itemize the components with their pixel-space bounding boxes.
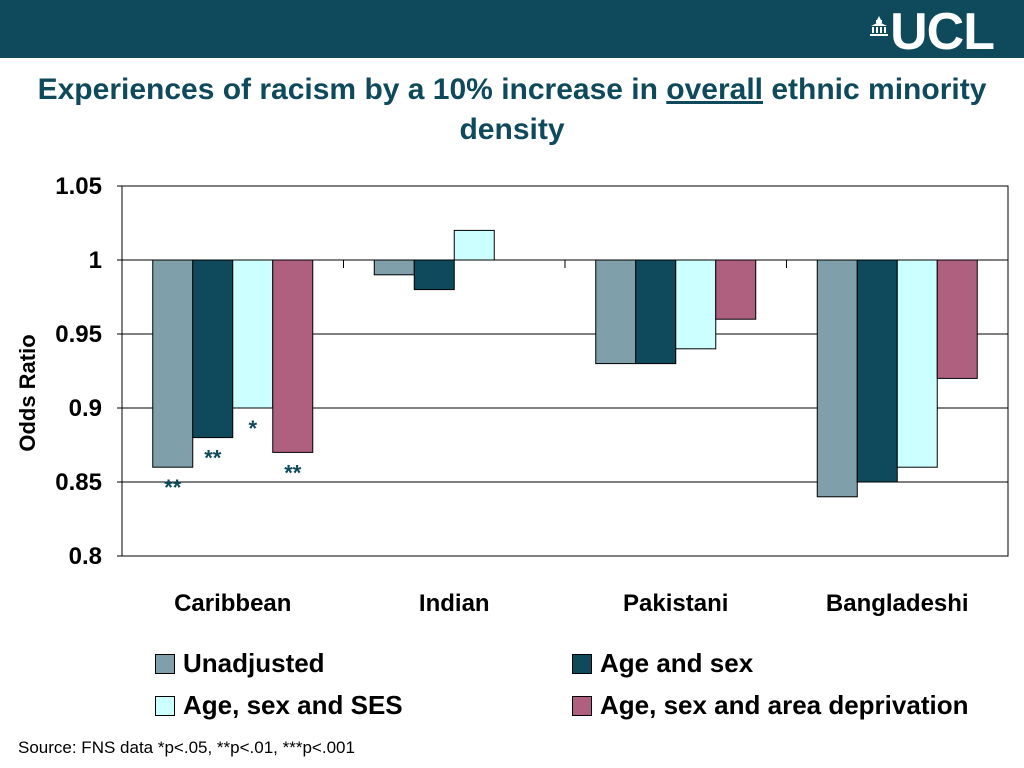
bar [272, 259, 314, 453]
bar [896, 259, 938, 468]
y-tick-label: 0.95 [55, 321, 102, 348]
x-tick-label: Caribbean [174, 590, 291, 617]
legend-swatch [155, 695, 175, 716]
ucl-logo: UCL [870, 3, 995, 61]
legend-swatch [155, 653, 175, 674]
legend-item-age-sex-ses: Age, sex and SES [155, 690, 403, 721]
x-tick-label: Pakistani [623, 590, 728, 617]
title-part-1: Experiences of racism by a 10% increase … [37, 73, 667, 106]
logo-text: UCL [890, 3, 995, 61]
y-tick-label: 1.05 [55, 173, 102, 200]
bar [232, 259, 274, 409]
legend-label: Unadjusted [183, 648, 325, 678]
y-tick-label: 0.8 [69, 543, 102, 570]
bar [595, 259, 637, 365]
legend-label: Age, sex and SES [183, 690, 403, 720]
bar [192, 259, 234, 439]
bar [675, 259, 717, 350]
bar [635, 259, 677, 365]
significance-label: ** [204, 446, 222, 471]
significance-label: ** [164, 475, 182, 500]
bar [152, 259, 194, 468]
source-note: Source: FNS data *p<.05, **p<.01, ***p<.… [18, 738, 355, 757]
significance-label: ** [284, 460, 302, 485]
bar [413, 259, 455, 291]
header-bar [0, 0, 1024, 58]
y-tick-label: 1 [89, 247, 102, 274]
bar [816, 259, 858, 498]
title-underlined: overall [666, 73, 764, 106]
bar [715, 259, 757, 320]
legend-item-age-and-sex: Age and sex [572, 648, 753, 679]
page-title: Experiences of racism by a 10% increase … [0, 70, 1024, 150]
bar [856, 259, 898, 483]
y-tick-label: 0.9 [69, 395, 102, 422]
bar [373, 259, 415, 276]
legend-swatch [572, 653, 592, 674]
bar [453, 229, 495, 261]
bar [936, 259, 978, 379]
legend-label: Age, sex and area deprivation [600, 690, 969, 720]
legend-label: Age and sex [600, 648, 754, 678]
x-tick-label: Indian [419, 590, 490, 617]
title-part-2: ethnic minority density [459, 73, 987, 146]
significance-label: * [248, 416, 257, 441]
portico-icon [870, 16, 889, 36]
bar-chart: 1.0510.950.90.850.8Caribbean*******India… [55, 173, 1009, 617]
legend-item-age-sex-area-deprivation: Age, sex and area deprivation [572, 690, 968, 721]
y-tick-label: 0.85 [55, 469, 102, 496]
legend-item-unadjusted: Unadjusted [155, 648, 325, 679]
legend-swatch [572, 695, 592, 716]
x-tick-label: Bangladeshi [826, 590, 969, 617]
